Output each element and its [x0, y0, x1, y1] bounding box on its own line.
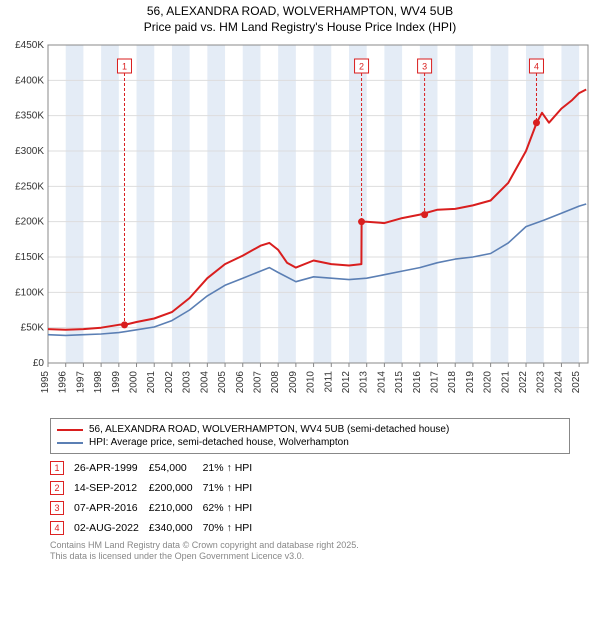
- svg-text:2020: 2020: [483, 371, 494, 394]
- legend-row-hpi: HPI: Average price, semi-detached house,…: [57, 436, 563, 449]
- sale-marker-icon: 2: [50, 481, 64, 495]
- svg-text:2013: 2013: [359, 371, 370, 394]
- legend: 56, ALEXANDRA ROAD, WOLVERHAMPTON, WV4 5…: [50, 418, 570, 454]
- svg-text:1995: 1995: [40, 371, 51, 394]
- svg-text:2010: 2010: [306, 371, 317, 394]
- svg-text:2: 2: [359, 62, 364, 72]
- sale-marker-icon: 1: [50, 461, 64, 475]
- svg-text:2016: 2016: [412, 371, 423, 394]
- sale-price: £200,000: [149, 478, 203, 498]
- svg-text:2014: 2014: [376, 371, 387, 394]
- svg-text:1996: 1996: [58, 371, 69, 394]
- svg-text:£0: £0: [33, 358, 45, 369]
- title-line1: 56, ALEXANDRA ROAD, WOLVERHAMPTON, WV4 5…: [0, 4, 600, 20]
- svg-text:2007: 2007: [252, 371, 263, 394]
- table-row: 1 26-APR-1999£54,00021% ↑ HPI: [50, 458, 262, 478]
- svg-text:2004: 2004: [199, 371, 210, 394]
- svg-text:2006: 2006: [235, 371, 246, 394]
- svg-text:1999: 1999: [111, 371, 122, 394]
- svg-text:2021: 2021: [500, 371, 511, 394]
- sale-diff: 71% ↑ HPI: [203, 478, 263, 498]
- svg-text:1997: 1997: [75, 371, 86, 394]
- svg-text:2009: 2009: [288, 371, 299, 394]
- svg-text:2011: 2011: [323, 371, 334, 393]
- svg-text:£250K: £250K: [15, 182, 44, 193]
- svg-text:1998: 1998: [93, 371, 104, 394]
- sale-date: 26-APR-1999: [74, 458, 149, 478]
- price-chart: £0 £50K £100K £150K £200K £250K £300K £350K £400…: [0, 37, 600, 407]
- svg-text:2022: 2022: [518, 371, 529, 394]
- sale-marker-icon: 3: [50, 501, 64, 515]
- svg-text:3: 3: [422, 62, 427, 72]
- svg-text:£200K: £200K: [15, 217, 44, 228]
- svg-text:2019: 2019: [465, 371, 476, 394]
- table-row: 2 14-SEP-2012£200,00071% ↑ HPI: [50, 478, 262, 498]
- legend-label-price: 56, ALEXANDRA ROAD, WOLVERHAMPTON, WV4 5…: [89, 424, 449, 435]
- svg-text:£150K: £150K: [15, 252, 44, 263]
- table-row: 4 02-AUG-2022£340,00070% ↑ HPI: [50, 518, 262, 538]
- svg-text:2012: 2012: [341, 371, 352, 394]
- sale-price: £54,000: [149, 458, 203, 478]
- sale-diff: 62% ↑ HPI: [203, 498, 263, 518]
- legend-label-hpi: HPI: Average price, semi-detached house,…: [89, 437, 349, 448]
- sale-diff: 70% ↑ HPI: [203, 518, 263, 538]
- chart-title: 56, ALEXANDRA ROAD, WOLVERHAMPTON, WV4 5…: [0, 0, 600, 37]
- footnote: Contains HM Land Registry data © Crown c…: [50, 540, 570, 563]
- svg-text:4: 4: [534, 62, 539, 72]
- svg-text:2000: 2000: [129, 371, 140, 394]
- footnote-line1: Contains HM Land Registry data © Crown c…: [50, 540, 570, 551]
- svg-text:2017: 2017: [430, 371, 441, 394]
- svg-text:£100K: £100K: [15, 288, 44, 299]
- svg-text:2003: 2003: [182, 371, 193, 394]
- footnote-line2: This data is licensed under the Open Gov…: [50, 551, 570, 562]
- svg-text:£300K: £300K: [15, 146, 44, 157]
- legend-swatch-price: [57, 429, 83, 431]
- svg-text:£50K: £50K: [21, 323, 45, 334]
- table-row: 3 07-APR-2016£210,00062% ↑ HPI: [50, 498, 262, 518]
- svg-text:£350K: £350K: [15, 111, 44, 122]
- svg-text:2008: 2008: [270, 371, 281, 394]
- svg-text:2025: 2025: [571, 371, 582, 394]
- svg-text:2001: 2001: [146, 371, 157, 394]
- sale-marker-icon: 4: [50, 521, 64, 535]
- svg-text:2005: 2005: [217, 371, 228, 394]
- svg-text:1: 1: [122, 62, 127, 72]
- sale-date: 14-SEP-2012: [74, 478, 149, 498]
- sale-diff: 21% ↑ HPI: [203, 458, 263, 478]
- svg-text:£400K: £400K: [15, 76, 44, 87]
- svg-text:2015: 2015: [394, 371, 405, 394]
- sale-price: £210,000: [149, 498, 203, 518]
- chart-container: £0 £50K £100K £150K £200K £250K £300K £350K £400…: [0, 37, 600, 412]
- sale-date: 02-AUG-2022: [74, 518, 149, 538]
- svg-text:2018: 2018: [447, 371, 458, 394]
- sale-price: £340,000: [149, 518, 203, 538]
- legend-row-price: 56, ALEXANDRA ROAD, WOLVERHAMPTON, WV4 5…: [57, 423, 563, 436]
- legend-swatch-hpi: [57, 442, 83, 444]
- svg-text:2023: 2023: [536, 371, 547, 394]
- svg-text:2024: 2024: [553, 371, 564, 394]
- sale-date: 07-APR-2016: [74, 498, 149, 518]
- sales-table: 1 26-APR-1999£54,00021% ↑ HPI 2 14-SEP-2012…: [50, 458, 262, 538]
- svg-text:2002: 2002: [164, 371, 175, 394]
- title-line2: Price paid vs. HM Land Registry's House …: [0, 20, 600, 36]
- svg-text:£450K: £450K: [15, 40, 44, 51]
